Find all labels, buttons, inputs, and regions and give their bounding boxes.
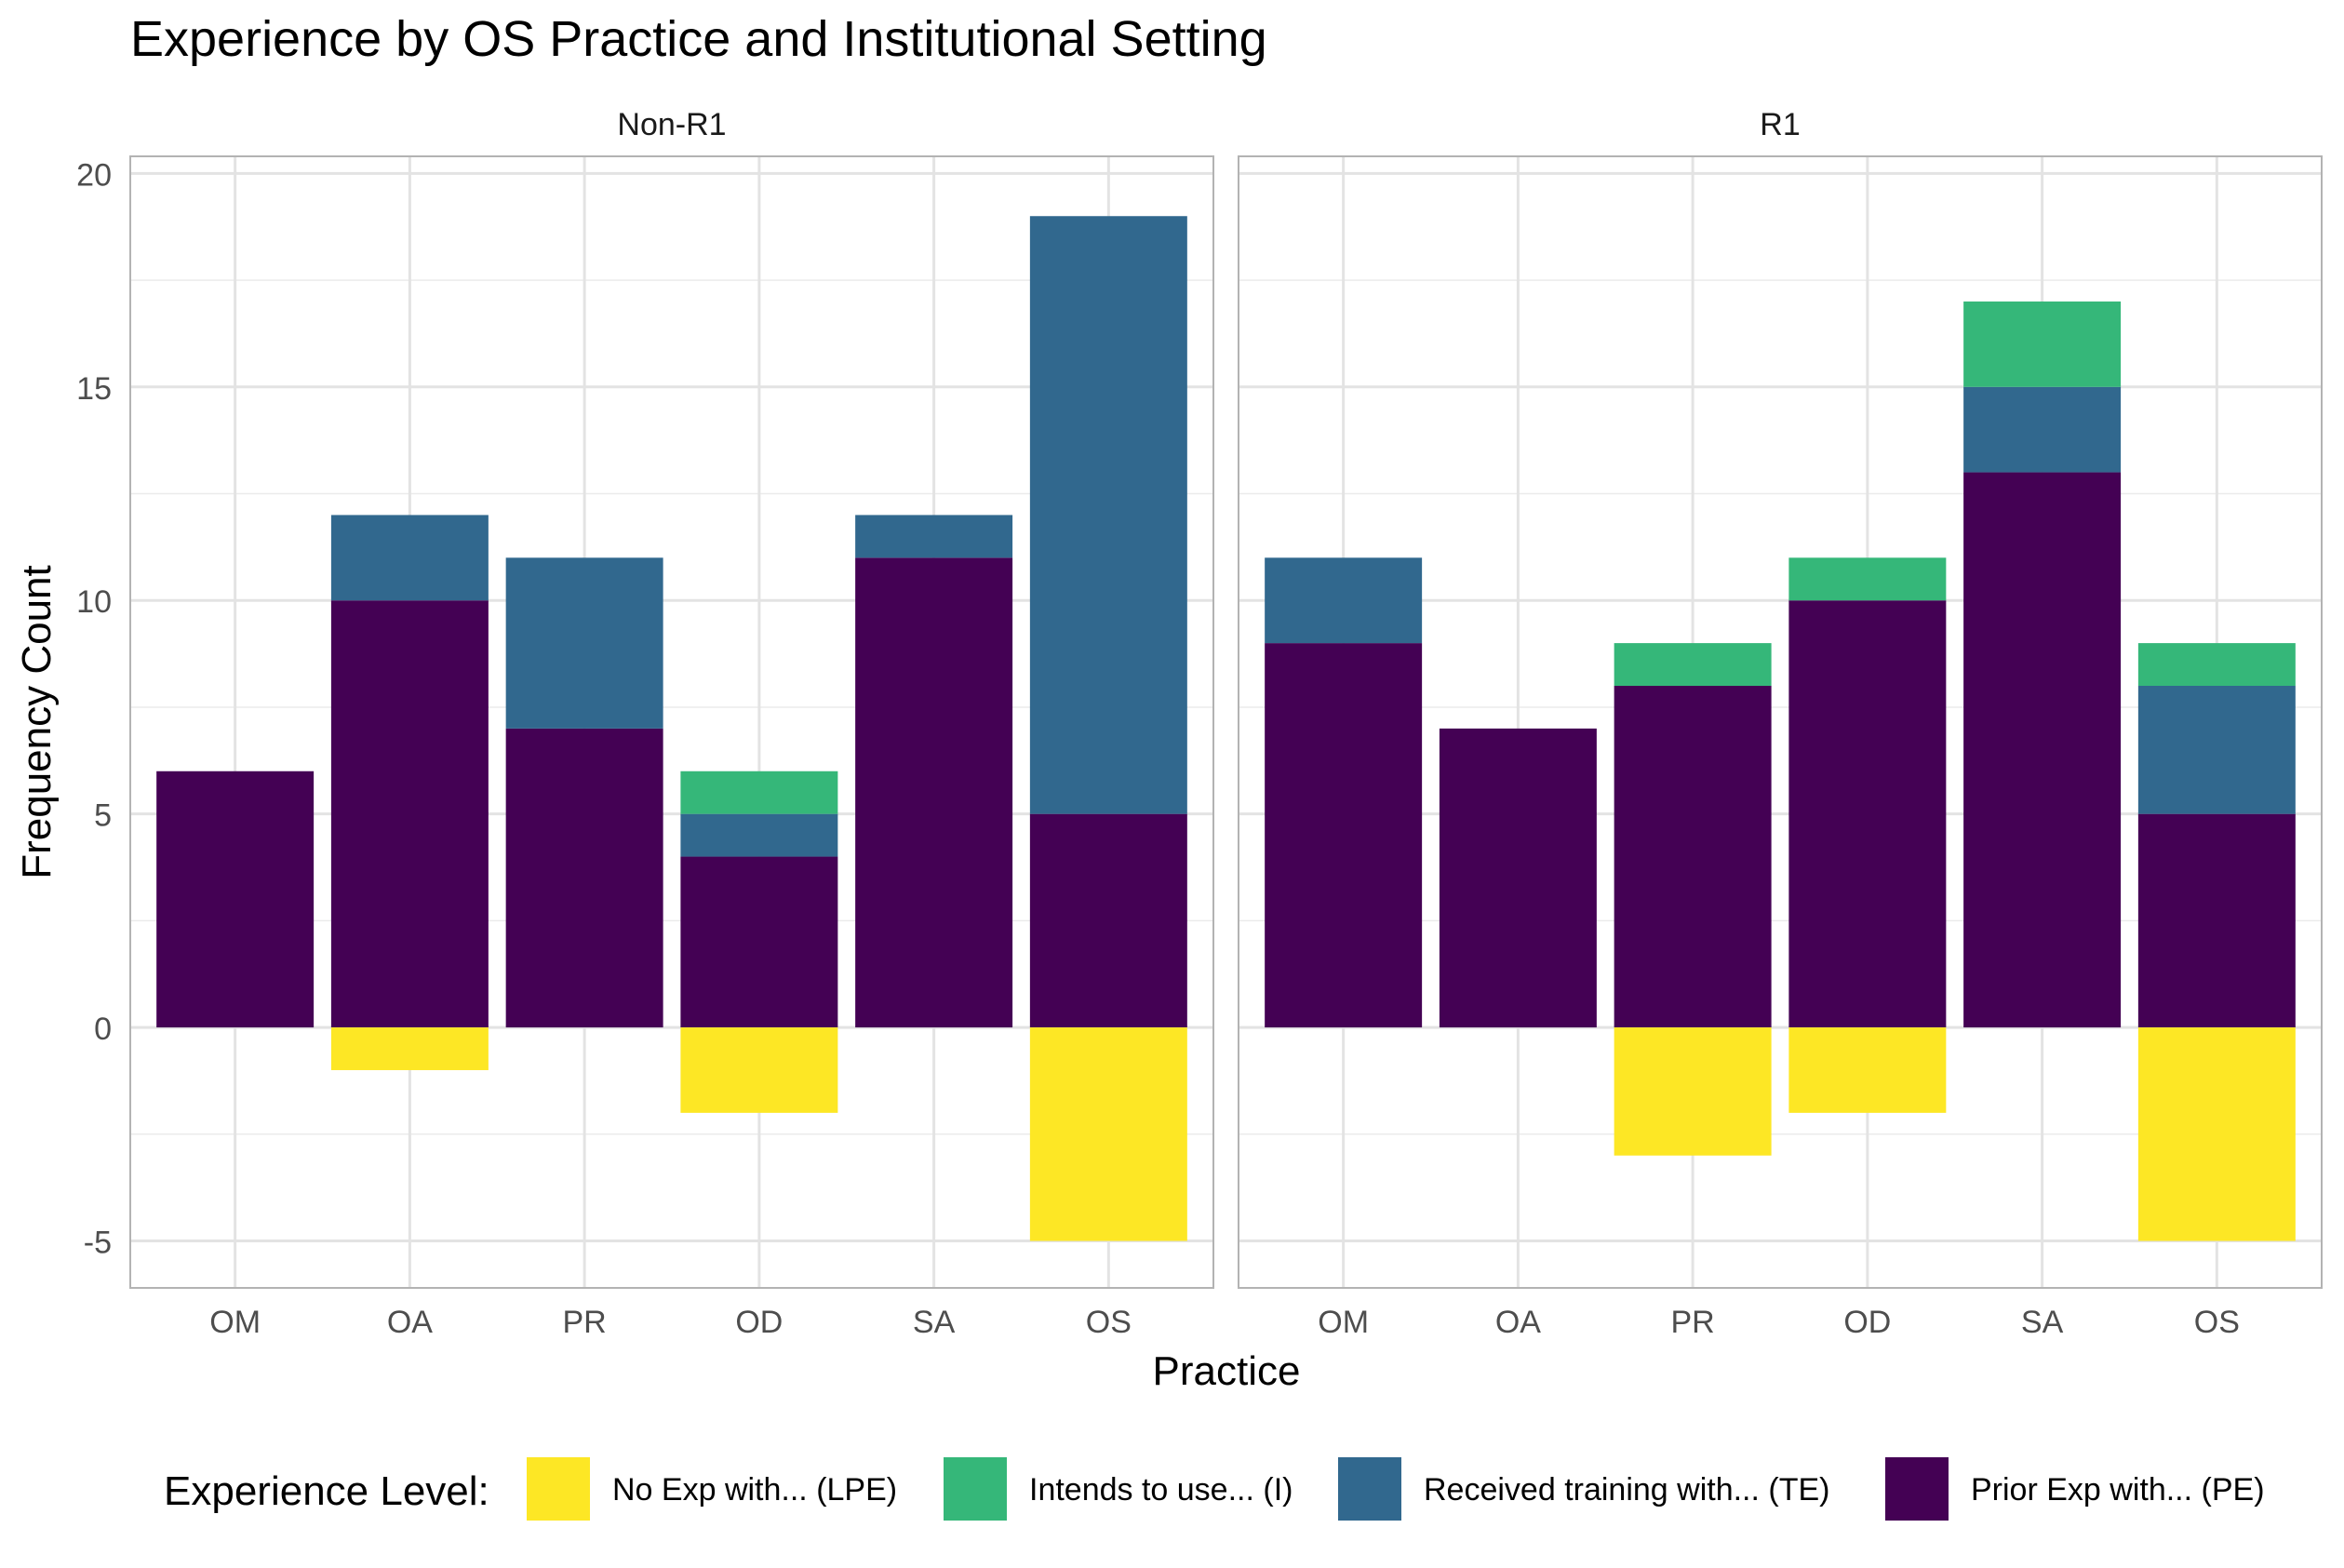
bar-segment-te (1029, 216, 1187, 814)
bar-segment-i (680, 771, 838, 814)
x-tick-label: SA (2021, 1305, 2064, 1340)
bar-segment-te (2137, 685, 2296, 814)
x-tick-label: OD (735, 1305, 783, 1340)
y-tick-label: -5 (84, 1226, 112, 1261)
x-tick-label: SA (913, 1305, 956, 1340)
bar-segment-pe (1614, 685, 1772, 1028)
legend-key-swatch (944, 1457, 1007, 1521)
bar-segment-i (1963, 302, 2122, 387)
legend-item-lpe: No Exp with... (LPE) (527, 1457, 897, 1521)
bar-segment-i (2137, 643, 2296, 686)
panel-border (129, 155, 1214, 1289)
x-tick-label: OM (1318, 1305, 1369, 1340)
x-tick-label: OS (1086, 1305, 1132, 1340)
bar-segment-pe (1029, 813, 1187, 1028)
legend-item-label: Received training with... (TE) (1424, 1472, 1830, 1508)
bar-segment-lpe (1788, 1027, 1947, 1113)
bar-segment-lpe (330, 1027, 489, 1070)
legend-key-swatch (1338, 1457, 1401, 1521)
facet-panel-non-r1: Non-R1 OM OA PR OD SA OS (129, 107, 1214, 1340)
y-tick-label: 15 (76, 371, 112, 407)
legend-key-swatch (527, 1457, 590, 1521)
bar-segment-pe (2137, 813, 2296, 1028)
bar-segment-lpe (2137, 1027, 2296, 1241)
legend-item-i: Intends to use... (I) (944, 1457, 1293, 1521)
bar-segment-pe (156, 771, 315, 1028)
y-tick-label: 20 (76, 157, 112, 193)
panel-border (1238, 155, 2323, 1289)
x-tick-label: PR (563, 1305, 607, 1340)
bar-segment-te (855, 515, 1013, 558)
facet-panel-r1: R1 OM OA PR OD SA OS (1238, 107, 2323, 1340)
bar-segment-lpe (680, 1027, 838, 1113)
facet-strip-label: R1 (1760, 107, 1800, 142)
x-axis-title: Practice (1153, 1348, 1301, 1394)
bar-segment-te (1963, 386, 2122, 473)
bar-segment-i (1788, 557, 1947, 601)
facet-strip-label: Non-R1 (617, 107, 726, 142)
bar-segment-te (505, 557, 663, 729)
legend-item-label: Intends to use... (I) (1029, 1472, 1293, 1508)
bar-segment-pe (1265, 643, 1423, 1028)
panels-layer: -5 0 5 10 15 20 Non-R1 OM OA PR OD SA OS R1 OM OA PR OD SA… (76, 107, 2323, 1340)
bar-segment-te (680, 813, 838, 857)
bar-segment-pe (1963, 472, 2122, 1028)
legend-item-label: Prior Exp with... (PE) (1971, 1472, 2265, 1508)
x-tick-label: OS (2194, 1305, 2240, 1340)
bar-segment-pe (1439, 728, 1597, 1028)
bar-segment-pe (855, 557, 1013, 1028)
bar-segment-lpe (1029, 1027, 1187, 1241)
bar-segment-pe (505, 728, 663, 1028)
y-tick-label: 10 (76, 584, 112, 620)
bar-segment-pe (680, 856, 838, 1028)
bar-segment-te (330, 515, 489, 601)
bar-segment-pe (1788, 600, 1947, 1028)
chart-title: Experience by OS Practice and Institutio… (130, 11, 1267, 67)
legend-item-label: No Exp with... (LPE) (612, 1472, 897, 1508)
bar-segment-pe (330, 600, 489, 1028)
legend-title: Experience Level: (164, 1468, 489, 1514)
x-tick-label: OD (1843, 1305, 1891, 1340)
legend-item-te: Received training with... (TE) (1338, 1457, 1830, 1521)
bar-segment-te (1265, 557, 1423, 644)
x-tick-label: OA (1495, 1305, 1541, 1340)
legend-key-swatch (1885, 1457, 1949, 1521)
legend: Experience Level: No Exp with... (LPE) In… (164, 1457, 2265, 1521)
x-tick-label: OA (387, 1305, 433, 1340)
x-tick-label: OM (209, 1305, 261, 1340)
bar-segment-lpe (1614, 1027, 1772, 1156)
x-tick-label: PR (1671, 1305, 1715, 1340)
y-tick-label: 5 (94, 798, 112, 834)
legend-item-pe: Prior Exp with... (PE) (1885, 1457, 2265, 1521)
y-axis-title: Frequency Count (14, 565, 60, 879)
bar-segment-i (1614, 643, 1772, 686)
y-tick-label: 0 (94, 1012, 112, 1047)
